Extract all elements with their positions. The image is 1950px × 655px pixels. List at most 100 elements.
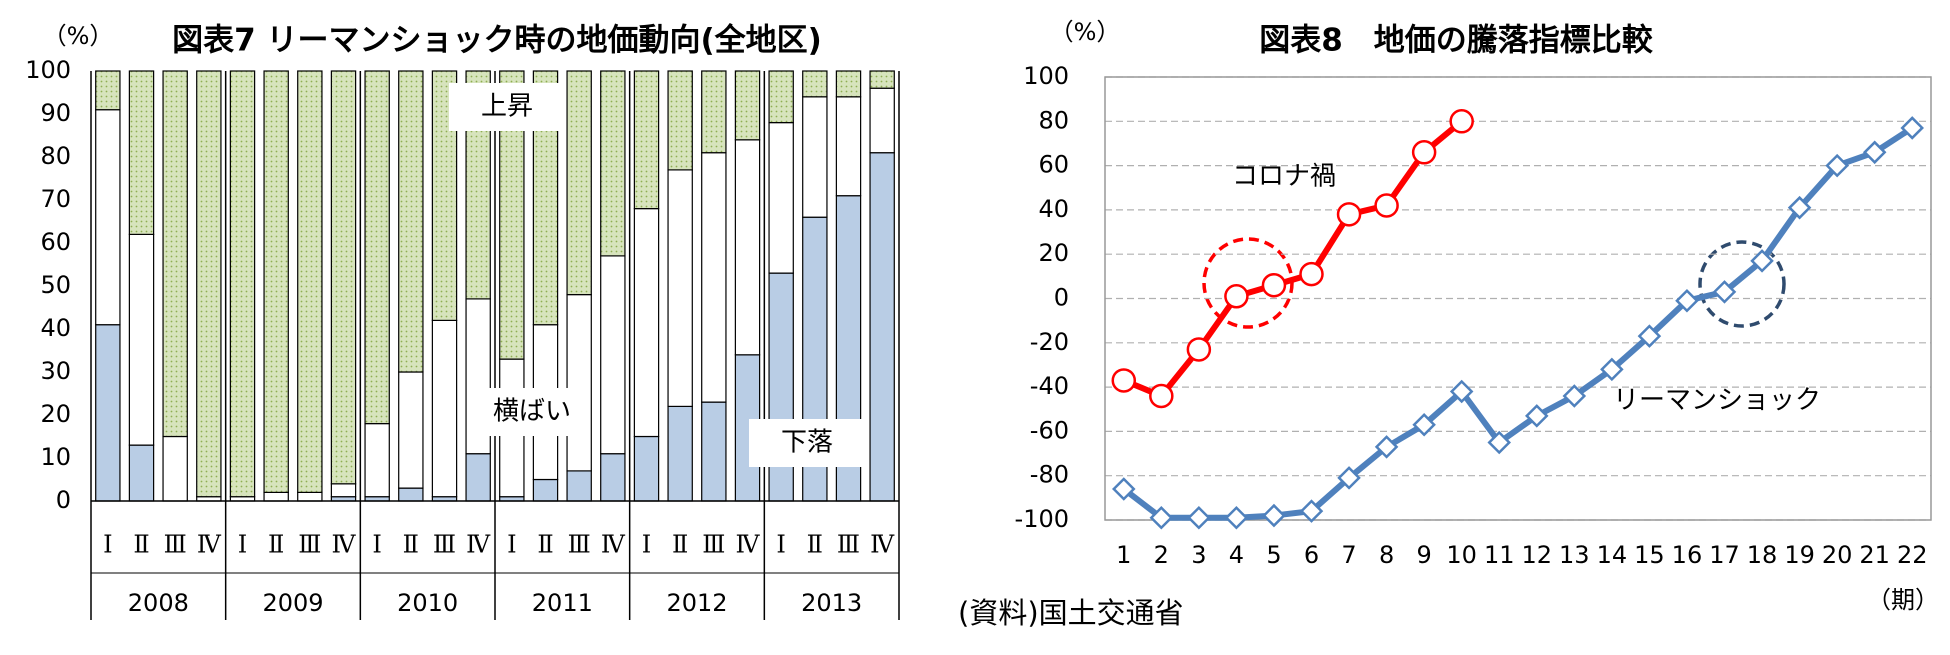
x-tick-label: 8 (1379, 541, 1394, 569)
point (1224, 506, 1249, 530)
y-tick-label: 80 (40, 142, 71, 170)
x-tick-label: 14 (1597, 541, 1628, 569)
bar-segment (398, 371, 424, 489)
bar-segment (465, 453, 491, 502)
x-tick-label: Ⅱ (672, 531, 688, 559)
bar-segment (869, 152, 895, 502)
year-label: 2008 (128, 589, 189, 617)
point (1862, 140, 1887, 165)
y-tick-label: 50 (40, 271, 71, 299)
bar-segment (532, 478, 559, 502)
bar-segment (566, 294, 592, 472)
point (1637, 324, 1662, 348)
x-tick-label: 3 (1191, 541, 1206, 569)
x-tick-label: 19 (1784, 541, 1815, 569)
y-tick-label: 100 (25, 56, 71, 84)
x-tick-label: 5 (1266, 541, 1281, 569)
bar-segment (128, 70, 155, 235)
bar-segment (869, 70, 895, 89)
x-tick-label: Ⅱ (537, 531, 553, 559)
point (1374, 193, 1399, 218)
x-tick-label: Ⅲ (433, 531, 456, 559)
x-tick-label: Ⅰ (776, 531, 785, 559)
y-axis-label: （%） (1050, 18, 1121, 46)
x-tick-label: Ⅲ (298, 531, 321, 559)
x-tick-label: 15 (1634, 541, 1665, 569)
x-tick-label: 21 (1859, 541, 1890, 569)
point (1562, 384, 1587, 408)
point (1411, 140, 1437, 165)
label-bg (474, 388, 590, 436)
x-tick-label: 18 (1747, 541, 1778, 569)
x-tick-label: 12 (1521, 541, 1552, 569)
x-tick-label: 17 (1709, 541, 1740, 569)
y-tick-label: -60 (1030, 416, 1069, 444)
y-tick-label: 90 (40, 99, 71, 127)
point (1900, 116, 1924, 140)
point (1224, 284, 1249, 309)
bar-segment (128, 444, 155, 502)
year-label: 2013 (801, 589, 862, 617)
y-tick-label: 60 (40, 228, 71, 256)
x-tick-label: Ⅰ (238, 531, 247, 559)
x-tick-label: 2 (1154, 541, 1169, 569)
bar-segment (128, 233, 155, 446)
x-tick-label: Ⅳ (870, 531, 895, 559)
point (1374, 435, 1399, 459)
point (1787, 195, 1812, 220)
series-label: コロナ禍 (1232, 162, 1336, 192)
y-tick-label: 0 (56, 486, 71, 514)
x-tick-label: Ⅰ (103, 531, 112, 559)
highlight-circle (1698, 240, 1786, 328)
point (1187, 506, 1211, 530)
bar-segment (263, 491, 289, 502)
year-label: 2010 (397, 589, 458, 617)
x-tick-label: Ⅲ (702, 531, 725, 559)
bar-segment (768, 70, 794, 124)
point (1149, 506, 1174, 530)
point (1675, 288, 1699, 313)
x-tick-label: 6 (1304, 541, 1319, 569)
bar-segment (398, 70, 424, 373)
series-label: リーマンショック (1613, 386, 1821, 416)
x-tick-label: 9 (1416, 541, 1431, 569)
year-label: 2011 (532, 589, 593, 617)
bar-segment (196, 70, 222, 498)
bar-segment (162, 70, 188, 438)
series-label: 下落 (781, 428, 833, 458)
bar-segment (364, 423, 390, 498)
bar-segment (95, 70, 121, 111)
x-tick-label: Ⅳ (332, 531, 357, 559)
bar-segment (802, 70, 828, 98)
bar-segment (768, 121, 794, 274)
bar-segment (600, 255, 626, 455)
point (1449, 379, 1474, 404)
x-tick-label: Ⅲ (164, 531, 187, 559)
bar-segment (701, 152, 727, 403)
point (1825, 153, 1849, 178)
bar-segment (633, 208, 660, 438)
x-tick-label: Ⅳ (736, 531, 761, 559)
y-tick-label: 80 (1038, 106, 1069, 134)
y-tick-label: 100 (1023, 62, 1069, 90)
bar-segment (566, 470, 592, 502)
point (1111, 368, 1137, 393)
point (1336, 202, 1362, 227)
point (1600, 357, 1624, 382)
y-tick-label: -100 (1015, 505, 1069, 533)
point (1487, 430, 1511, 455)
series-line (1122, 118, 1464, 400)
bar-segment (162, 435, 188, 502)
source-note: (資料)国土交通省 (958, 596, 1184, 630)
y-tick-label: -80 (1030, 461, 1069, 489)
y-tick-label: 60 (1038, 151, 1069, 179)
x-axis-label: （期） (1867, 586, 1939, 614)
point (1750, 249, 1774, 273)
label-bg (749, 419, 865, 467)
bar-segment (667, 70, 693, 171)
bar-segment (734, 70, 761, 141)
bar-segment (297, 70, 323, 493)
bar-segment (229, 70, 256, 498)
y-tick-label: 0 (1054, 284, 1069, 312)
series-label: 上昇 (481, 92, 533, 122)
